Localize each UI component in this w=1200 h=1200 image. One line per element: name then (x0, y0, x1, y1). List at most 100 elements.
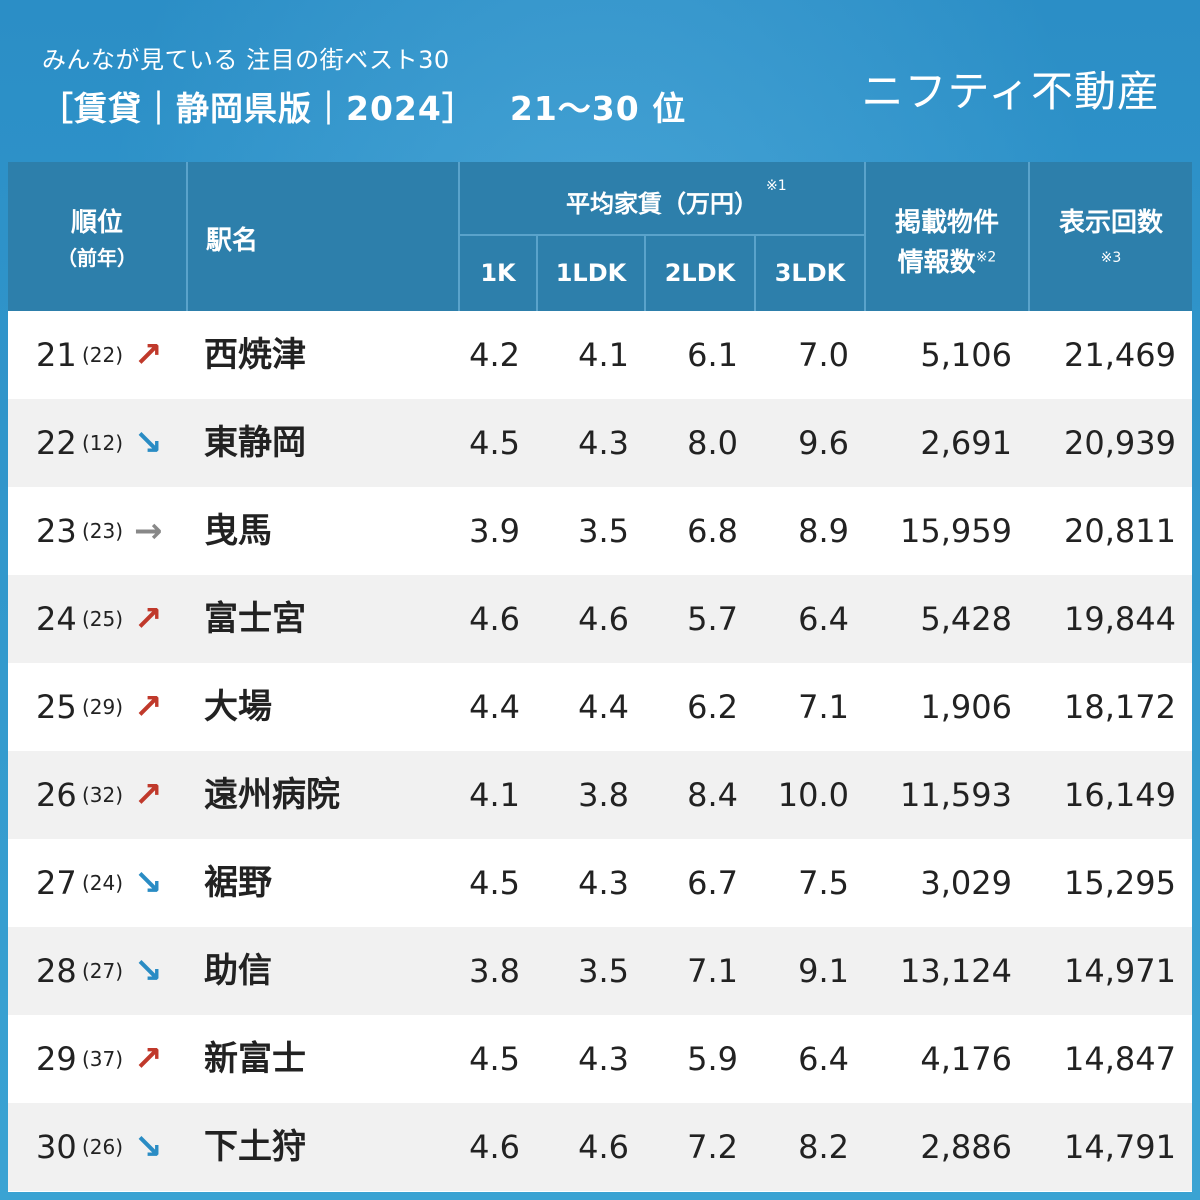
rent-3ldk: 8.2 (798, 1128, 849, 1166)
table-row: 21 (22) ↗ 西焼津 4.2 4.1 6.1 7.0 5,106 21,4… (8, 311, 1192, 399)
rank: 29 (36, 1040, 77, 1078)
trend-down-icon: ↘ (134, 951, 163, 991)
station-name: 遠州病院 (204, 775, 340, 815)
rent-2ldk: 5.7 (687, 600, 738, 638)
header-rent: 平均家賃（万円） ※1 (460, 162, 866, 236)
views-count: 14,791 (1064, 1128, 1176, 1166)
station-name: 助信 (204, 951, 272, 991)
prev-rank: (27) (82, 959, 124, 983)
rank: 28 (36, 952, 77, 990)
header-1ldk: 1LDK (538, 236, 646, 311)
listings-count: 13,124 (900, 952, 1012, 990)
rank: 30 (36, 1128, 77, 1166)
listings-count: 5,428 (920, 600, 1012, 638)
trend-down-icon: ↘ (134, 1127, 163, 1167)
subtitle: みんなが見ている 注目の街ベスト30 (42, 46, 450, 74)
prev-rank: (22) (82, 343, 124, 367)
rent-2ldk: 8.4 (687, 776, 738, 814)
header-rent-note: ※1 (766, 178, 787, 194)
rent-1k: 4.1 (469, 776, 520, 814)
trend-up-icon: ↗ (134, 687, 163, 727)
station-name: 西焼津 (204, 335, 306, 375)
rent-1ldk: 3.5 (578, 512, 629, 550)
header-views-note: ※3 (1100, 250, 1122, 266)
rank-range: 21〜30 位 (509, 89, 687, 128)
rank: 21 (36, 336, 77, 374)
prev-rank: (26) (82, 1135, 124, 1159)
rent-1ldk: 3.8 (578, 776, 629, 814)
table-row: 24 (25) ↗ 富士宮 4.6 4.6 5.7 6.4 5,428 19,8… (8, 575, 1192, 663)
header-rank-label: 順位 (70, 208, 123, 238)
listings-count: 2,691 (920, 424, 1012, 462)
station-name: 大場 (204, 687, 272, 727)
views-count: 14,847 (1064, 1040, 1176, 1078)
station-name: 曳馬 (204, 511, 272, 551)
header-rent-label: 平均家賃（万円） (566, 190, 758, 218)
rent-2ldk: 5.9 (687, 1040, 738, 1078)
rent-1k: 4.6 (469, 1128, 520, 1166)
rent-3ldk: 10.0 (777, 776, 849, 814)
rent-3ldk: 9.1 (798, 952, 849, 990)
rent-1ldk: 4.6 (578, 1128, 629, 1166)
table-row: 22 (12) ↘ 東静岡 4.5 4.3 8.0 9.6 2,691 20,9… (8, 399, 1192, 487)
rent-2ldk: 8.0 (687, 424, 738, 462)
rank: 24 (36, 600, 77, 638)
rent-1ldk: 4.6 (578, 600, 629, 638)
rent-1k: 3.8 (469, 952, 520, 990)
rent-2ldk: 6.1 (687, 336, 738, 374)
rent-1ldk: 4.3 (578, 1040, 629, 1078)
prev-rank: (37) (82, 1047, 124, 1071)
header-station-label: 駅名 (206, 226, 259, 256)
station-name: 裾野 (204, 863, 272, 903)
header-listings-note: ※2 (975, 249, 997, 266)
rent-2ldk: 7.1 (687, 952, 738, 990)
listings-count: 2,886 (920, 1128, 1012, 1166)
rent-3ldk: 7.0 (798, 336, 849, 374)
rent-1k: 4.5 (469, 1040, 520, 1078)
rent-3ldk: 8.9 (798, 512, 849, 550)
rent-1k: 4.5 (469, 424, 520, 462)
rent-1ldk: 4.3 (578, 424, 629, 462)
rent-3ldk: 6.4 (798, 1040, 849, 1078)
listings-count: 3,029 (920, 864, 1012, 902)
rent-1ldk: 4.4 (578, 688, 629, 726)
rent-1ldk: 4.1 (578, 336, 629, 374)
table-row: 29 (37) ↗ 新富士 4.5 4.3 5.9 6.4 4,176 14,8… (8, 1015, 1192, 1103)
table-row: 23 (23) → 曳馬 3.9 3.5 6.8 8.9 15,959 20,8… (8, 487, 1192, 575)
table-row: 27 (24) ↘ 裾野 4.5 4.3 6.7 7.5 3,029 15,29… (8, 839, 1192, 927)
prev-rank: (12) (82, 431, 124, 455)
rent-3ldk: 7.5 (798, 864, 849, 902)
trend-down-icon: ↘ (134, 423, 163, 463)
rank: 23 (36, 512, 77, 550)
table-row: 30 (26) ↘ 下土狩 4.6 4.6 7.2 8.2 2,886 14,7… (8, 1103, 1192, 1191)
rent-1ldk: 3.5 (578, 952, 629, 990)
table-header: 順位 （前年） 駅名 平均家賃（万円） ※1 1K 1LDK 2LDK 3LDK… (8, 162, 1192, 311)
views-count: 20,811 (1064, 512, 1176, 550)
prev-rank: (32) (82, 783, 124, 807)
header-views-label: 表示回数 (1058, 208, 1163, 238)
rent-3ldk: 7.1 (798, 688, 849, 726)
header-views: 表示回数 ※3 (1030, 162, 1192, 311)
title-main: ［賃貸｜静岡県版｜2024］ (40, 89, 476, 128)
rent-1k: 4.2 (469, 336, 520, 374)
header-listings-label-2-text: 情報数 (897, 248, 976, 278)
header-listings-label-2: 情報数※2 (866, 242, 1028, 279)
views-count: 16,149 (1064, 776, 1176, 814)
prev-rank: (23) (82, 519, 124, 543)
trend-up-icon: ↗ (134, 775, 163, 815)
table-row: 28 (27) ↘ 助信 3.8 3.5 7.1 9.1 13,124 14,9… (8, 927, 1192, 1015)
table-row: 25 (29) ↗ 大場 4.4 4.4 6.2 7.1 1,906 18,17… (8, 663, 1192, 751)
trend-up-icon: ↗ (134, 335, 163, 375)
station-name: 下土狩 (204, 1127, 306, 1167)
header-station: 駅名 (188, 162, 460, 311)
brand-logo: ニフティ不動産 (861, 67, 1160, 116)
views-count: 21,469 (1064, 336, 1176, 374)
station-name: 東静岡 (204, 423, 306, 463)
page-title: ［賃貸｜静岡県版｜2024］ 21〜30 位 (40, 82, 686, 130)
table-row: 26 (32) ↗ 遠州病院 4.1 3.8 8.4 10.0 11,593 1… (8, 751, 1192, 839)
station-name: 新富士 (204, 1039, 306, 1079)
rent-3ldk: 6.4 (798, 600, 849, 638)
header-rank-prev-label: （前年） (57, 246, 137, 270)
rent-2ldk: 6.2 (687, 688, 738, 726)
views-count: 15,295 (1064, 864, 1176, 902)
